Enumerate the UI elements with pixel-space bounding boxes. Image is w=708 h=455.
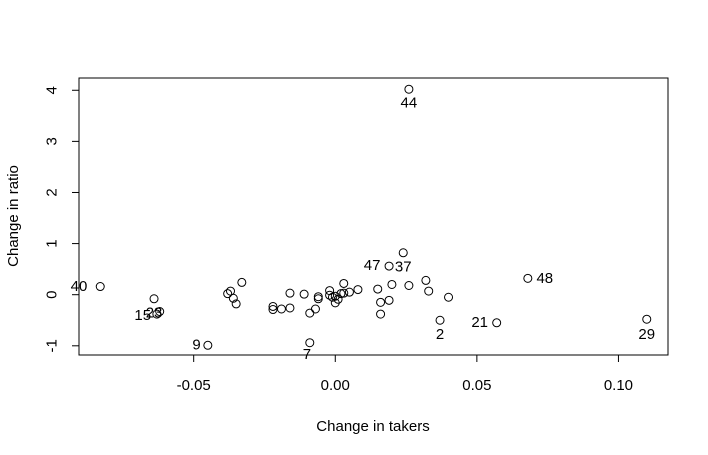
data-point xyxy=(339,278,349,288)
x-tick-label: 0.05 xyxy=(462,377,491,394)
data-point xyxy=(435,315,445,325)
y-axis: -1 0 1 2 3 4 xyxy=(44,86,80,352)
plot-frame xyxy=(78,77,669,356)
y-tick-label: 2 xyxy=(44,188,61,196)
data-point xyxy=(268,305,278,315)
point-label: 9 xyxy=(192,336,200,353)
data-point xyxy=(353,285,363,295)
point-label: 15 xyxy=(134,307,151,324)
x-tick-label: 0.00 xyxy=(321,377,350,394)
y-tick-label: 0 xyxy=(44,291,61,299)
data-point xyxy=(285,303,295,313)
data-point xyxy=(330,291,340,301)
data-point xyxy=(404,280,414,290)
x-axis: -0.05 0.00 0.05 0.10 xyxy=(177,354,633,394)
data-point xyxy=(310,304,320,314)
data-point xyxy=(376,297,386,307)
data-point xyxy=(325,290,335,300)
y-tick-label: 3 xyxy=(44,137,61,145)
data-point xyxy=(223,289,233,299)
point-label: 44 xyxy=(401,95,418,112)
data-point xyxy=(276,304,286,314)
point-label: 21 xyxy=(471,314,488,331)
data-point xyxy=(421,275,431,285)
data-point xyxy=(305,338,315,348)
y-tick-label: -1 xyxy=(44,339,61,352)
point-label: 29 xyxy=(638,326,655,343)
data-point xyxy=(404,84,414,94)
data-point xyxy=(373,284,383,294)
data-point xyxy=(376,309,386,319)
data-point xyxy=(285,288,295,298)
data-point xyxy=(237,277,247,287)
data-point xyxy=(387,279,397,289)
y-tick-label: 4 xyxy=(44,86,61,94)
data-point xyxy=(384,295,394,305)
data-point xyxy=(305,308,315,318)
data-point xyxy=(231,299,241,309)
x-tick-label: -0.05 xyxy=(177,377,211,394)
point-label: 37 xyxy=(395,259,412,276)
data-point xyxy=(398,248,408,258)
y-axis-label: Change in ratio xyxy=(5,165,22,267)
point-label: 23 xyxy=(146,305,163,322)
data-point xyxy=(149,294,159,304)
data-point xyxy=(339,288,349,298)
data-point xyxy=(203,340,213,350)
data-point xyxy=(313,294,323,304)
point-label: 47 xyxy=(364,257,381,274)
data-point xyxy=(228,293,238,303)
y-tick-label: 1 xyxy=(44,239,61,247)
data-point xyxy=(268,301,278,311)
data-point xyxy=(384,261,394,271)
x-axis-label: Change in takers xyxy=(316,418,429,435)
point-label: 48 xyxy=(536,270,553,287)
data-point xyxy=(523,273,533,283)
data-point xyxy=(642,314,652,324)
x-tick-label: 0.10 xyxy=(604,377,633,394)
point-label: 2 xyxy=(436,326,444,343)
data-point xyxy=(155,307,165,317)
point-label: 7 xyxy=(303,346,311,363)
point-label: 40 xyxy=(71,278,88,295)
data-point xyxy=(95,282,105,292)
data-point xyxy=(333,294,343,304)
data-point xyxy=(152,309,162,319)
data-point xyxy=(299,289,309,299)
data-point xyxy=(492,318,502,328)
data-point xyxy=(344,287,354,297)
data-points xyxy=(95,84,652,350)
data-point xyxy=(444,292,454,302)
data-point xyxy=(313,292,323,302)
data-point xyxy=(424,286,434,296)
